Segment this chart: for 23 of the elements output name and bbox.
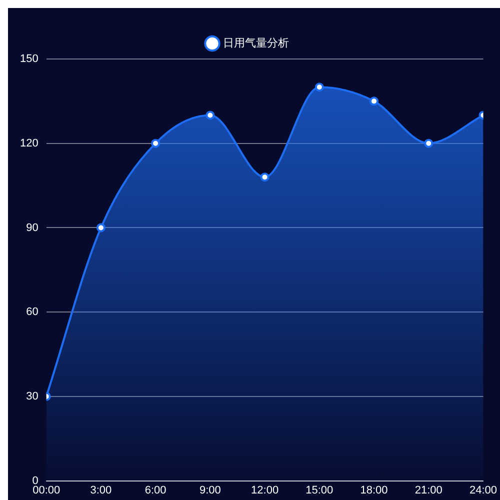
x-tick-label: 3:00 [90,484,112,496]
y-tick-label: 120 [20,137,38,150]
x-tick-label: 6:00 [144,484,166,496]
x-tick-label: 21:00 [414,484,442,496]
point [424,138,434,148]
legend-label: 日用气量分析 [222,36,289,50]
point [260,172,270,182]
x-tick-label: 15:00 [306,484,334,496]
point [314,82,324,92]
point [151,138,160,148]
x-tick-label: 12:00 [251,484,279,496]
x-tick-label: 00:00 [32,484,60,496]
point [96,223,106,232]
point [370,96,379,106]
x-tick-label: 24:00 [469,484,497,496]
x-tick-label: 9:00 [199,484,221,496]
y-tick-label: 60 [26,306,38,318]
x-tick-label: 18:00 [360,484,388,496]
y-tick-label: 30 [26,390,38,402]
y-tick-label: 0 [32,474,38,487]
point [206,110,215,120]
y-tick-label: 90 [26,222,38,234]
y-tick-label: 150 [20,53,38,66]
